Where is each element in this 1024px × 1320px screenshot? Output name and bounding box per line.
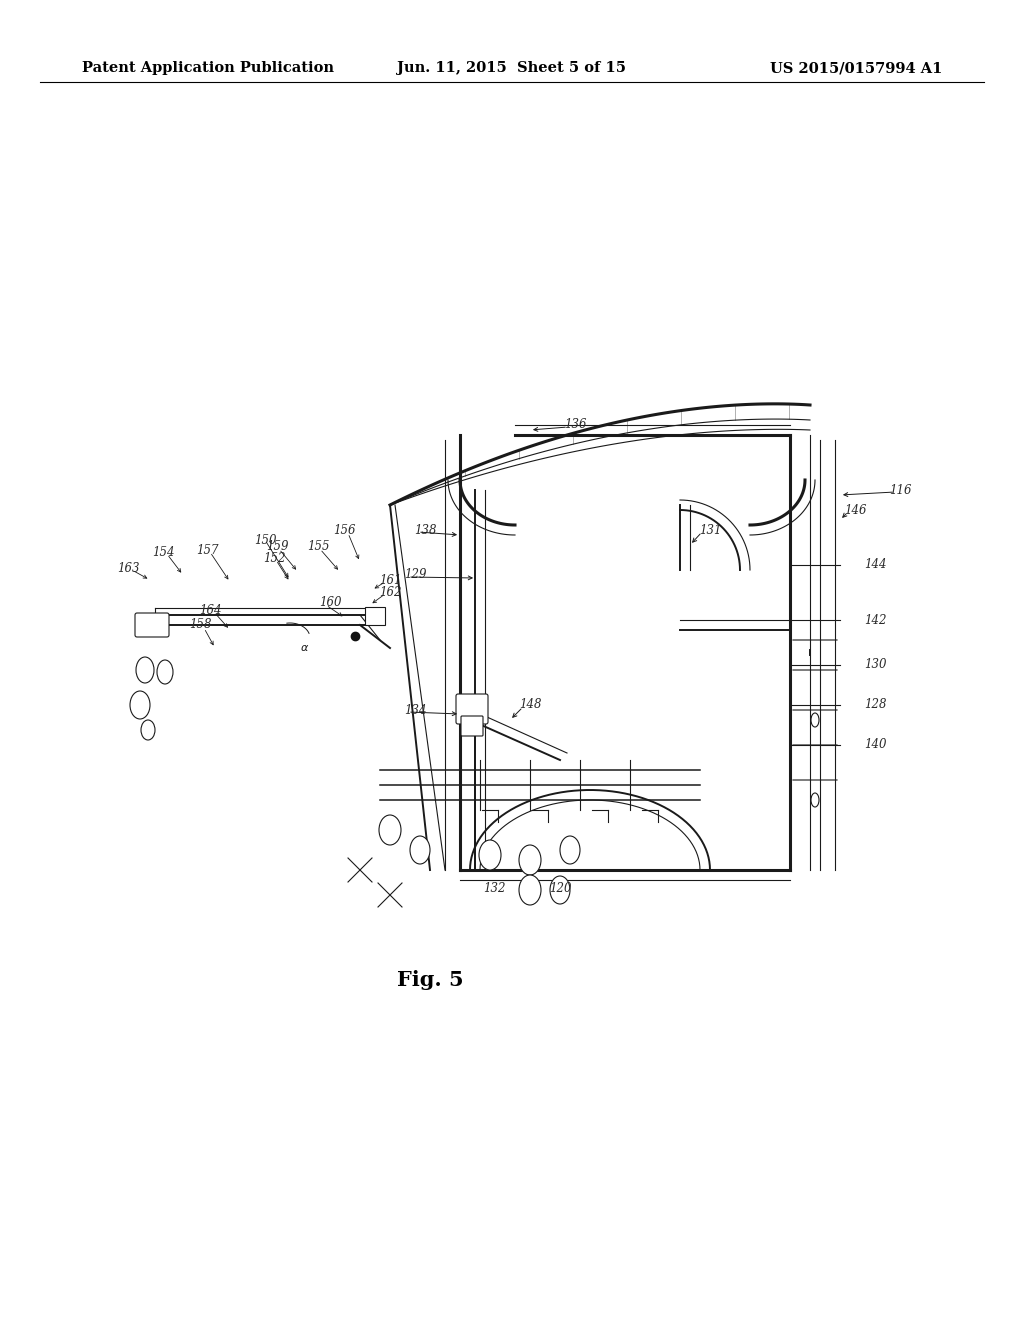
Text: 128: 128 (864, 698, 886, 711)
Text: 140: 140 (864, 738, 886, 751)
Ellipse shape (141, 719, 155, 741)
Text: 129: 129 (403, 569, 426, 582)
Text: 142: 142 (864, 614, 886, 627)
Text: 152: 152 (263, 552, 286, 565)
Text: Patent Application Publication: Patent Application Publication (82, 61, 334, 75)
Text: 120: 120 (549, 882, 571, 895)
Text: 134: 134 (403, 704, 426, 717)
Text: 138: 138 (414, 524, 436, 536)
Text: $\alpha$: $\alpha$ (300, 643, 309, 653)
Text: 156: 156 (333, 524, 355, 536)
Ellipse shape (130, 690, 150, 719)
Text: 163: 163 (117, 561, 139, 574)
Text: Jun. 11, 2015  Sheet 5 of 15: Jun. 11, 2015 Sheet 5 of 15 (397, 61, 627, 75)
Text: 155: 155 (307, 540, 330, 553)
FancyBboxPatch shape (135, 612, 169, 638)
FancyBboxPatch shape (456, 694, 488, 723)
Ellipse shape (479, 840, 501, 870)
Ellipse shape (519, 845, 541, 875)
Ellipse shape (157, 660, 173, 684)
Ellipse shape (410, 836, 430, 865)
Text: 148: 148 (519, 698, 542, 711)
Text: 161: 161 (379, 573, 401, 586)
Text: 131: 131 (698, 524, 721, 536)
Text: 154: 154 (152, 545, 174, 558)
Text: 116: 116 (889, 483, 911, 496)
Ellipse shape (379, 814, 401, 845)
FancyBboxPatch shape (461, 715, 483, 737)
Text: 132: 132 (482, 882, 505, 895)
Text: 159: 159 (266, 540, 288, 553)
Text: 130: 130 (864, 659, 886, 672)
Ellipse shape (560, 836, 580, 865)
Ellipse shape (550, 876, 570, 904)
Text: 162: 162 (379, 586, 401, 598)
Text: 157: 157 (196, 544, 218, 557)
Ellipse shape (519, 875, 541, 906)
Ellipse shape (811, 713, 819, 727)
Text: 164: 164 (199, 603, 221, 616)
Text: US 2015/0157994 A1: US 2015/0157994 A1 (770, 61, 942, 75)
Text: 144: 144 (864, 558, 886, 572)
Ellipse shape (811, 793, 819, 807)
Bar (365, 607, 385, 624)
Text: 150: 150 (254, 533, 276, 546)
Text: 158: 158 (188, 618, 211, 631)
Text: 136: 136 (564, 418, 587, 432)
Text: Fig. 5: Fig. 5 (396, 970, 463, 990)
Ellipse shape (136, 657, 154, 682)
Text: 160: 160 (318, 597, 341, 610)
Text: 146: 146 (844, 503, 866, 516)
